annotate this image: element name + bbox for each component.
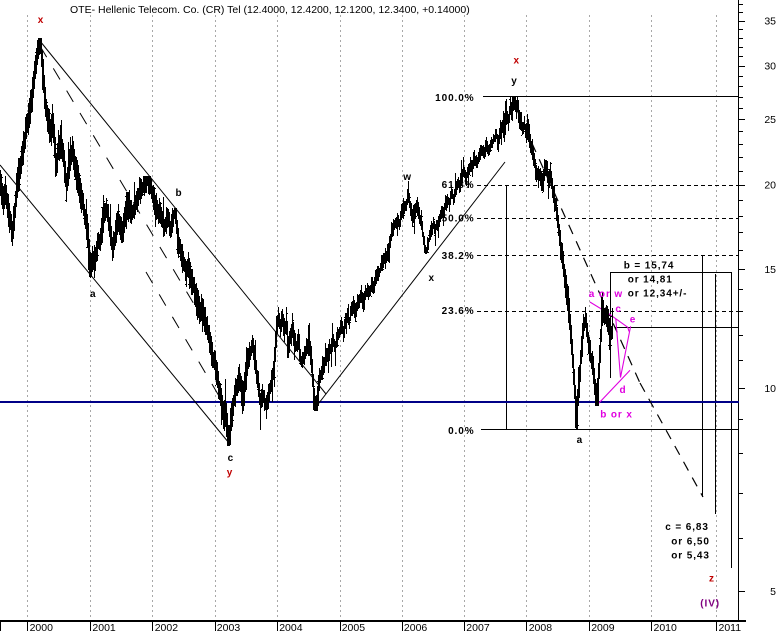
svg-text:(IV): (IV): [700, 599, 720, 610]
svg-text:100.0%: 100.0%: [435, 93, 474, 104]
svg-text:15: 15: [764, 264, 776, 276]
svg-text:50.0%: 50.0%: [442, 214, 475, 225]
svg-text:2000: 2000: [30, 622, 54, 633]
svg-text:e: e: [630, 314, 636, 325]
svg-text:c: c: [615, 304, 621, 315]
svg-text:c: c: [228, 453, 234, 464]
svg-text:x: x: [514, 56, 520, 67]
svg-text:b or x: b or x: [600, 410, 633, 421]
svg-text:2011: 2011: [719, 622, 742, 633]
svg-text:2001: 2001: [92, 622, 116, 633]
svg-text:5: 5: [770, 586, 776, 598]
svg-text:a: a: [577, 435, 583, 446]
svg-text:or 14,81: or 14,81: [628, 275, 673, 286]
svg-text:2010: 2010: [654, 622, 678, 633]
svg-text:23.6%: 23.6%: [442, 306, 475, 317]
svg-text:20: 20: [764, 180, 776, 192]
svg-text:2009: 2009: [591, 622, 615, 633]
svg-text:or 5,43: or 5,43: [671, 550, 710, 561]
svg-text:y: y: [511, 76, 517, 87]
svg-text:2008: 2008: [529, 622, 553, 633]
svg-text:2003: 2003: [217, 622, 241, 633]
svg-text:b: b: [176, 188, 183, 199]
svg-text:35: 35: [764, 16, 776, 28]
svg-text:2002: 2002: [155, 622, 179, 633]
svg-text:38.2%: 38.2%: [442, 251, 475, 262]
svg-text:2006: 2006: [404, 622, 428, 633]
svg-text:2005: 2005: [342, 622, 366, 633]
svg-text:30: 30: [764, 61, 776, 73]
svg-text:or 12,34+/-: or 12,34+/-: [628, 289, 688, 300]
svg-text:OTE- Hellenic Telecom. Co. (CR: OTE- Hellenic Telecom. Co. (CR) Tel (12.…: [70, 4, 470, 16]
svg-text:a or w: a or w: [589, 289, 623, 300]
svg-text:0.0%: 0.0%: [448, 426, 474, 437]
svg-text:x: x: [429, 273, 435, 284]
svg-text:c = 6,83: c = 6,83: [665, 522, 709, 533]
svg-text:or 6,50: or 6,50: [671, 537, 710, 548]
svg-text:z: z: [709, 574, 715, 585]
svg-text:a: a: [90, 289, 96, 300]
svg-text:y: y: [227, 468, 233, 479]
svg-text:x: x: [38, 15, 44, 26]
svg-text:b = 15,74: b = 15,74: [624, 261, 675, 272]
svg-text:w: w: [402, 172, 412, 183]
svg-text:25: 25: [764, 114, 776, 126]
svg-text:61.8%: 61.8%: [442, 180, 475, 191]
svg-text:10: 10: [764, 383, 776, 395]
svg-text:d: d: [620, 385, 627, 396]
svg-text:2007: 2007: [466, 622, 490, 633]
svg-text:2004: 2004: [279, 622, 303, 633]
